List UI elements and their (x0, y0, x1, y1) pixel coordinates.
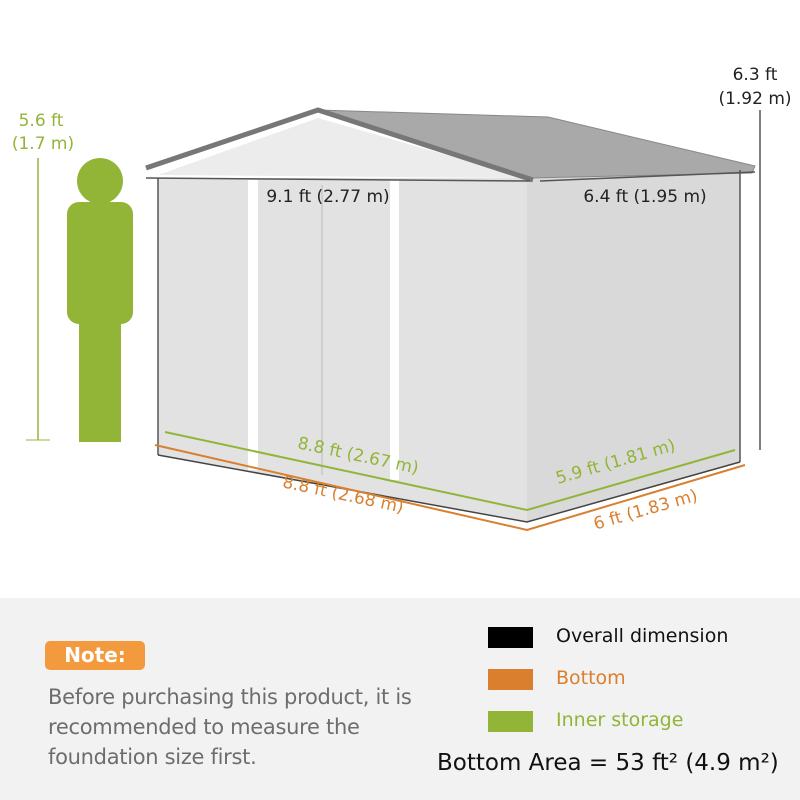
person-height-m: (1.7 m) (12, 134, 74, 154)
note-badge: Note: (45, 641, 145, 670)
shed (145, 107, 756, 523)
overall-width-label: 9.1 ft (2.77 m) (266, 187, 389, 207)
person-silhouette (67, 158, 133, 442)
legend-swatch-orange (488, 669, 533, 690)
legend-item-inner: Inner storage (488, 709, 788, 733)
legend-item-overall: Overall dimension (488, 625, 788, 649)
bottom-lines (154, 444, 746, 532)
overall-height-m: (1.92 m) (718, 89, 791, 109)
legend-swatch-black (488, 627, 533, 648)
depth-dimension-line (539, 171, 756, 182)
legend-label: Bottom (556, 667, 626, 689)
legend-swatch-green (488, 711, 533, 732)
overall-depth-label: 6.4 ft (1.95 m) (583, 187, 706, 207)
legend-item-bottom: Bottom (488, 667, 788, 691)
overall-height-ft: 6.3 ft (733, 65, 778, 85)
person-height-ft: 5.6 ft (19, 111, 64, 131)
inner-storage-lines (164, 431, 736, 512)
info-panel (0, 598, 800, 800)
legend-label: Overall dimension (556, 625, 729, 647)
bottom-area: Bottom Area = 53 ft² (4.9 m²) (437, 750, 779, 776)
legend-label: Inner storage (556, 709, 684, 731)
width-dimension-line (145, 177, 531, 182)
note-text: Before purchasing this product, it is re… (48, 685, 412, 769)
